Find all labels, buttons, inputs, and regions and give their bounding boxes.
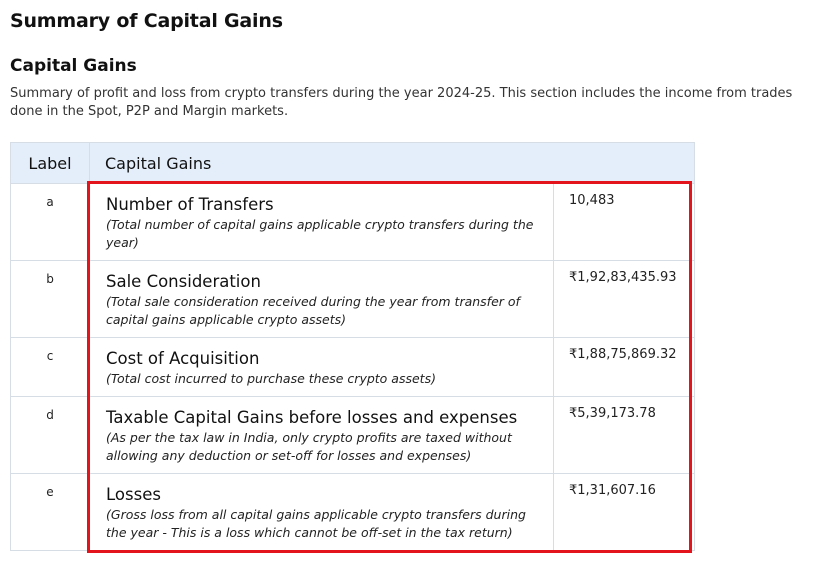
page-title: Summary of Capital Gains <box>10 10 283 32</box>
table-header-row: Label Capital Gains <box>10 142 695 184</box>
row-title: Number of Transfers <box>106 195 274 214</box>
row-description: Cost of Acquisition (Total cost incurred… <box>89 337 554 397</box>
table-row: e Losses (Gross loss from all capital ga… <box>10 473 695 551</box>
table-row: d Taxable Capital Gains before losses an… <box>10 396 695 474</box>
row-value: ₹5,39,173.78 <box>553 396 695 474</box>
row-note: (Total cost incurred to purchase these c… <box>106 371 436 386</box>
row-note: (As per the tax law in India, only crypt… <box>106 430 512 463</box>
capital-gains-column-header: Capital Gains <box>89 142 695 184</box>
row-description: Number of Transfers (Total number of cap… <box>89 183 554 261</box>
row-label: c <box>10 337 90 397</box>
row-value: ₹1,31,607.16 <box>553 473 695 551</box>
capital-gains-table: Label Capital Gains a Number of Transfer… <box>10 142 695 551</box>
row-title: Taxable Capital Gains before losses and … <box>106 408 518 427</box>
table-row: b Sale Consideration (Total sale conside… <box>10 260 695 338</box>
label-column-header: Label <box>10 142 90 184</box>
row-label: b <box>10 260 90 338</box>
section-title: Capital Gains <box>10 56 137 76</box>
row-label: e <box>10 473 90 551</box>
row-description: Losses (Gross loss from all capital gain… <box>89 473 554 551</box>
row-title: Cost of Acquisition <box>106 349 260 368</box>
row-note: (Total sale consideration received durin… <box>106 294 520 327</box>
section-description: Summary of profit and loss from crypto t… <box>10 86 793 119</box>
row-title: Sale Consideration <box>106 272 261 291</box>
row-value: 10,483 <box>553 183 695 261</box>
row-label: d <box>10 396 90 474</box>
table-row: a Number of Transfers (Total number of c… <box>10 183 695 261</box>
row-description: Sale Consideration (Total sale considera… <box>89 260 554 338</box>
row-note: (Total number of capital gains applicabl… <box>106 217 534 250</box>
row-label: a <box>10 183 90 261</box>
row-value: ₹1,92,83,435.93 <box>553 260 695 338</box>
row-title: Losses <box>106 485 161 504</box>
row-description: Taxable Capital Gains before losses and … <box>89 396 554 474</box>
row-note: (Gross loss from all capital gains appli… <box>106 507 526 540</box>
table-row: c Cost of Acquisition (Total cost incurr… <box>10 337 695 397</box>
row-value: ₹1,88,75,869.32 <box>553 337 695 397</box>
